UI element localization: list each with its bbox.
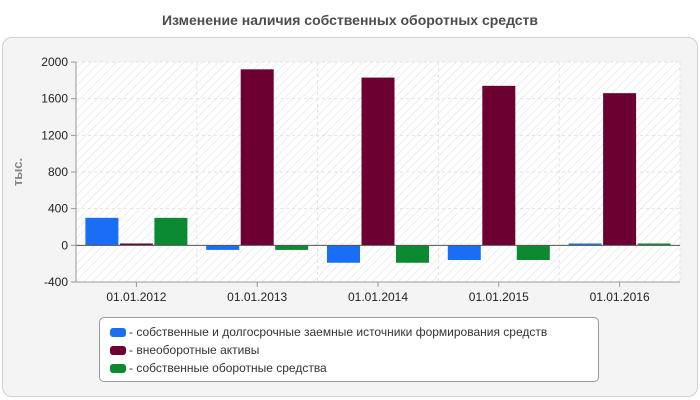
y-tick-label: 2000 — [41, 55, 68, 69]
chart-title: Изменение наличия собственных оборотных … — [161, 12, 539, 28]
bar-series-1 — [327, 245, 360, 263]
bar-series-1 — [447, 245, 481, 260]
legend: - собственные и долгосрочные заемные ист… — [99, 317, 599, 382]
bar-series-3 — [396, 245, 429, 263]
y-tick-label: 1200 — [41, 128, 68, 142]
x-tick-label: 01.01.2015 — [469, 290, 529, 304]
bars — [85, 69, 671, 263]
legend-label: - внеоборотные активы — [129, 343, 260, 357]
x-tick-label: 01.01.2012 — [106, 290, 166, 304]
y-tick-label: 800 — [48, 165, 68, 179]
bar-series-2 — [603, 93, 637, 246]
bar-series-3 — [637, 243, 671, 246]
bar-series-2 — [482, 85, 516, 246]
legend-item[interactable]: - собственные и долгосрочные заемные ист… — [110, 323, 598, 341]
y-axis-title: тыс. — [10, 158, 25, 186]
y-tick-label: 0 — [61, 238, 68, 252]
bar-series-2 — [119, 243, 153, 246]
legend-swatch — [110, 327, 126, 337]
bar-series-2 — [240, 69, 274, 246]
y-tick-label: 400 — [48, 202, 68, 216]
bar-series-3 — [154, 217, 188, 246]
x-tick-label: 01.01.2013 — [227, 290, 287, 304]
legend-swatch — [110, 363, 126, 373]
legend-label: - собственные и долгосрочные заемные ист… — [129, 325, 548, 339]
legend-item[interactable]: - собственные оборотные средства — [110, 359, 598, 377]
x-tick-labels: 01.01.2012 01.01.2013 01.01.2014 01.01.2015… — [106, 290, 650, 304]
axes — [75, 62, 680, 283]
legend-swatch — [110, 345, 126, 355]
legend-label: - собственные оборотные средства — [129, 361, 327, 375]
bar-series-1 — [85, 217, 119, 246]
x-tick-label: 01.01.2014 — [348, 290, 408, 304]
bar-series-3 — [516, 245, 550, 260]
bar-series-3 — [275, 245, 309, 250]
y-tick-labels: -400 0 400 800 1200 1600 2000 — [41, 55, 68, 289]
y-tick-label: 1600 — [41, 92, 68, 106]
legend-item[interactable]: - внеоборотные активы — [110, 341, 598, 359]
bar-series-2 — [361, 77, 395, 246]
bar-series-1 — [206, 245, 240, 250]
y-tick-label: -400 — [44, 275, 68, 289]
x-tick-label: 01.01.2016 — [590, 290, 650, 304]
bar-series-1 — [568, 243, 602, 246]
